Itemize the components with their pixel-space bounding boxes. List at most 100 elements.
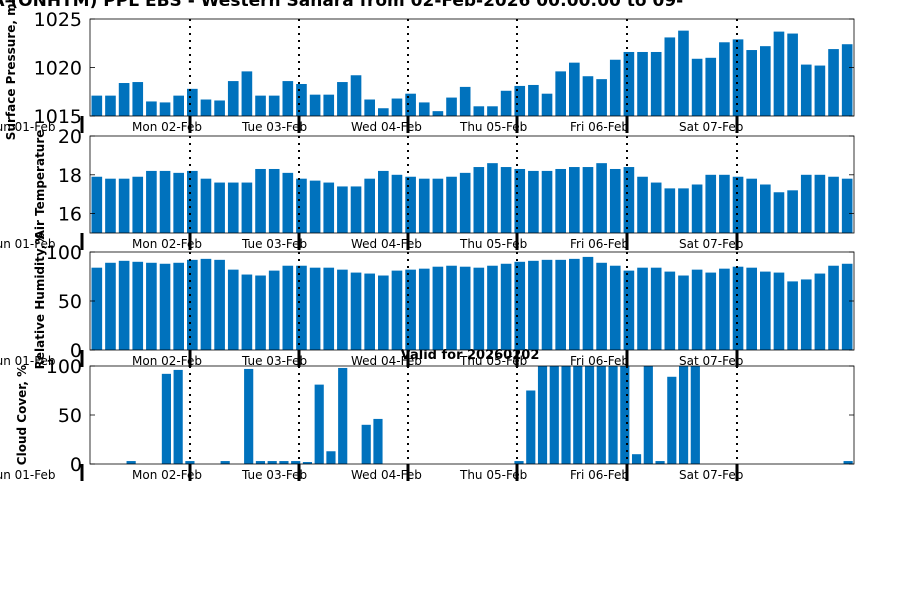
bar [800, 174, 812, 233]
bar [255, 168, 266, 233]
bar [459, 86, 471, 116]
bar [350, 272, 362, 350]
bar [555, 71, 566, 116]
bar [241, 71, 253, 116]
bar [637, 51, 648, 117]
x-tick-label-day: Tue 03-Feb [241, 354, 307, 368]
bar [596, 366, 606, 464]
x-tick-label-day: Mon 02-Feb [132, 354, 202, 368]
x-tick-label-day: Tue 03-Feb [241, 120, 307, 134]
bar [487, 163, 498, 233]
bar [309, 267, 321, 350]
bar [459, 172, 471, 233]
bar [690, 366, 700, 464]
y-tick-label: 1015 [34, 106, 82, 128]
bar [418, 102, 430, 116]
x-tick-label-day: Sun 01-Feb [0, 120, 56, 134]
bar [105, 178, 116, 233]
bar [378, 108, 389, 116]
bar [126, 461, 136, 464]
bar [173, 262, 184, 350]
y-axis-label: Air Temperature [33, 130, 47, 240]
bar [118, 178, 130, 233]
bar [773, 31, 785, 116]
bar [828, 265, 839, 350]
bar [746, 267, 757, 350]
bar [309, 94, 321, 116]
bar [705, 272, 717, 350]
bar [323, 182, 335, 233]
bar [296, 265, 307, 350]
bar [487, 106, 498, 116]
y-tick-label: 100 [46, 242, 82, 264]
bar [391, 98, 403, 116]
bar [173, 95, 184, 116]
bar [664, 37, 676, 116]
bar [391, 174, 403, 233]
bar [500, 167, 512, 233]
bar [279, 461, 289, 464]
x-tick-label-day: Sun 01-Feb [0, 237, 56, 251]
axes-box [89, 365, 855, 465]
bar [705, 174, 717, 233]
bar [446, 97, 457, 116]
bar [361, 424, 371, 464]
bar [643, 366, 653, 464]
bar [549, 366, 559, 464]
bar [282, 265, 294, 350]
bar [185, 461, 195, 464]
bar [200, 258, 212, 350]
bar [514, 461, 524, 464]
y-tick-label: 0 [70, 340, 82, 362]
bar [432, 266, 444, 350]
bar [432, 111, 444, 116]
bar [526, 390, 536, 464]
bar [582, 256, 594, 350]
bar [487, 265, 498, 350]
bar [473, 106, 485, 116]
bar [302, 462, 313, 464]
bar [760, 184, 771, 233]
bar [609, 168, 621, 233]
bar [91, 267, 103, 350]
bar [314, 384, 324, 464]
bar [514, 168, 526, 233]
bar [841, 263, 853, 350]
bar [814, 65, 826, 116]
bar [350, 186, 362, 233]
bar [569, 62, 580, 116]
bar [200, 99, 212, 116]
bar [378, 170, 389, 233]
bar [719, 42, 730, 116]
bar [161, 373, 171, 464]
bar [255, 461, 266, 464]
x-tick-label-day: Sat 07-Feb [679, 237, 743, 251]
bar [473, 167, 485, 233]
bar [678, 366, 689, 464]
axes-box [89, 135, 855, 234]
bar [787, 190, 798, 233]
y-tick-label: 16 [58, 204, 82, 226]
bar [555, 168, 566, 233]
bar [282, 172, 294, 233]
bar [800, 64, 812, 116]
bar [132, 82, 144, 116]
bar [418, 178, 430, 233]
bar [405, 93, 416, 116]
bar [364, 178, 375, 233]
y-tick-label: 18 [58, 165, 82, 187]
bar [187, 170, 198, 233]
y-tick-label: 1025 [34, 9, 82, 31]
x-tick-label-day: Wed 04-Feb [351, 354, 422, 368]
bar [500, 263, 512, 350]
bar [391, 270, 403, 350]
bar [514, 85, 526, 116]
bar [584, 366, 595, 464]
chart-panel-1: 1015 1020 1025 Surface Pressure, mbSun 01-F… [0, 0, 855, 140]
bar [596, 163, 607, 233]
bar [364, 273, 375, 350]
bar [378, 275, 389, 350]
x-tick-label-day: Mon 02-Feb [132, 468, 202, 482]
